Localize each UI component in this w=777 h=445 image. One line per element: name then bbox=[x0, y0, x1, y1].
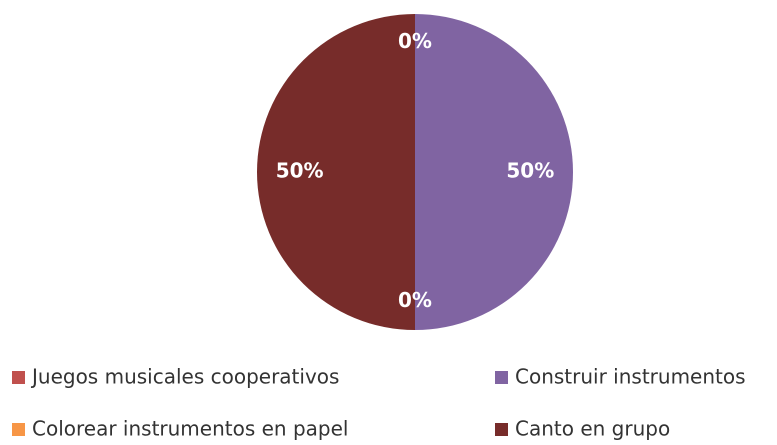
legend-label: Juegos musicales cooperativos bbox=[30, 365, 339, 389]
value-label: 50% bbox=[276, 159, 324, 183]
legend-swatch bbox=[495, 371, 508, 384]
legend-swatch bbox=[495, 423, 508, 436]
pie-slice bbox=[257, 14, 415, 330]
pie-slice bbox=[415, 14, 573, 330]
legend-label: Colorear instrumentos en papel bbox=[32, 417, 348, 441]
value-label: 0% bbox=[398, 29, 432, 53]
legend-label: Canto en grupo bbox=[515, 417, 670, 441]
legend-swatch bbox=[12, 371, 25, 384]
value-label: 0% bbox=[398, 288, 432, 312]
value-label: 50% bbox=[506, 159, 554, 183]
legend-swatch bbox=[12, 423, 25, 436]
legend-label: Construir instrumentos bbox=[515, 365, 746, 389]
